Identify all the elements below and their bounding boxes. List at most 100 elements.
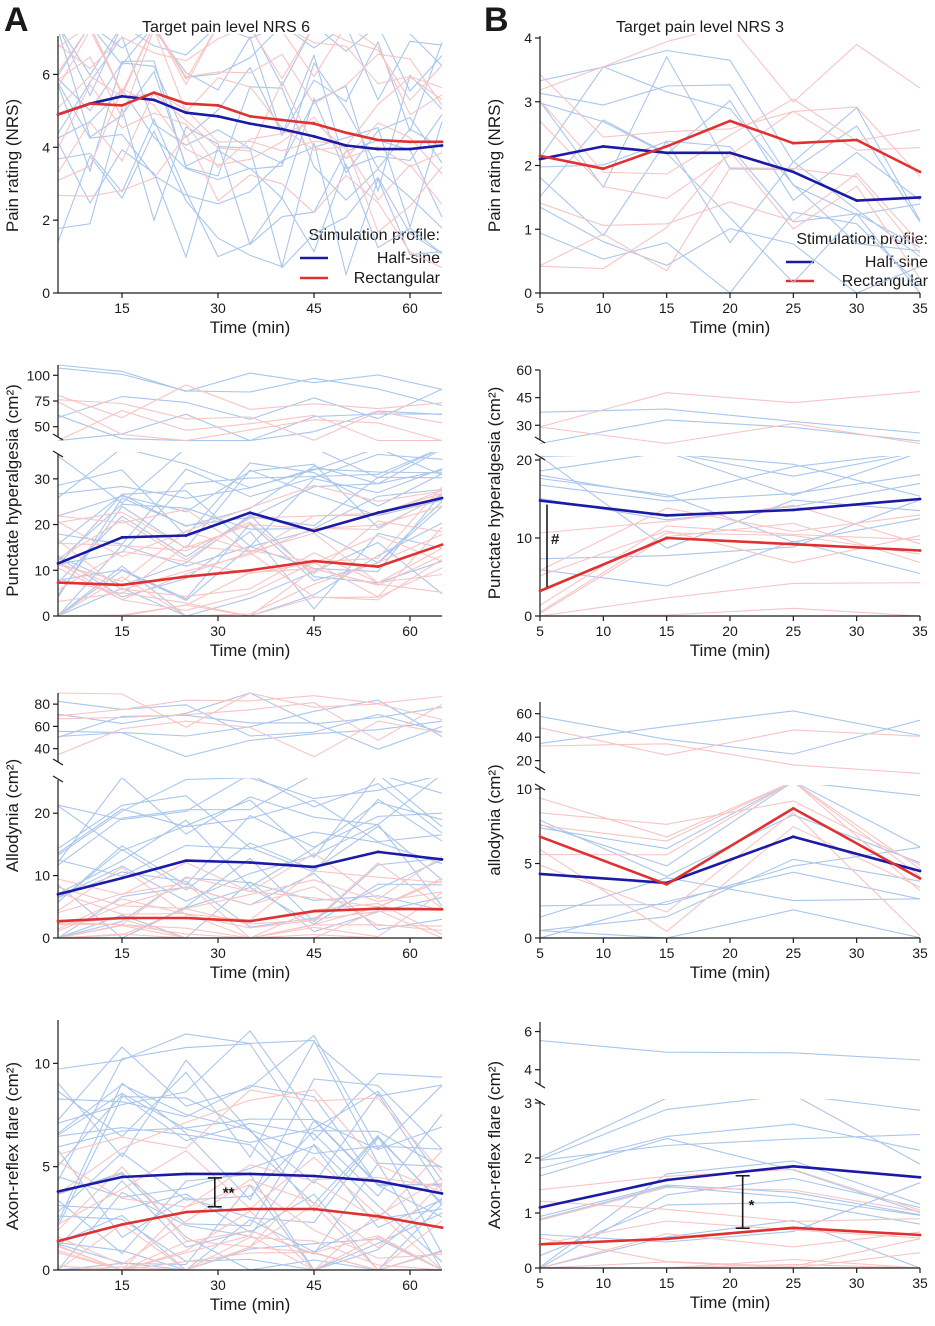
x-tick-label: 45	[306, 300, 322, 316]
upper-trace-rectangular	[57, 695, 443, 717]
individual-trace-rectangular	[540, 167, 921, 272]
individual-trace-half-sine	[540, 1099, 921, 1165]
mean-point-half-sine	[791, 170, 795, 174]
x-tick-label: 45	[306, 1277, 322, 1293]
individual-trace-rectangular	[540, 532, 921, 613]
mean-point-rectangular	[376, 138, 380, 142]
y-tick-label: 1	[524, 1205, 532, 1221]
individual-trace-half-sine	[540, 1177, 921, 1268]
x-tick-label: 60	[402, 623, 418, 639]
upper-trace-half-sine	[57, 388, 443, 420]
mean-point-half-sine	[120, 1175, 124, 1179]
individual-trace-half-sine	[58, 463, 443, 529]
individual-trace-half-sine	[58, 823, 443, 907]
y-axis-title: Punctate hyperalgesia (cm²)	[3, 384, 22, 597]
mean-point-rectangular	[440, 140, 444, 144]
mean-point-rectangular	[88, 102, 92, 105]
mean-point-half-sine	[538, 157, 542, 161]
mean-point-half-sine	[56, 1190, 60, 1193]
axis-break-mark	[534, 1081, 546, 1089]
mean-point-half-sine	[665, 513, 669, 517]
column-title-b: Target pain level NRS 3	[616, 19, 784, 36]
individual-trace-half-sine	[58, 1193, 442, 1270]
individual-trace-rectangular	[58, 552, 443, 597]
x-tick-label: 15	[659, 1275, 675, 1291]
individual-trace-rectangular	[58, 1089, 443, 1195]
mean-point-half-sine	[312, 1174, 316, 1178]
mean-point-rectangular	[376, 565, 380, 569]
individual-traces-b1	[540, 34, 921, 293]
individual-trace-half-sine	[58, 1059, 443, 1192]
individual-trace-half-sine	[58, 1130, 443, 1213]
mean-point-half-sine	[440, 496, 444, 500]
x-tick-label: 30	[210, 623, 226, 639]
upper-trace-rectangular	[539, 391, 921, 428]
individual-trace-rectangular	[58, 1210, 443, 1270]
x-tick-label: 15	[659, 300, 675, 316]
individual-trace-half-sine	[540, 1182, 921, 1243]
chart-b1: 0 1 2 3 4 5 10 15 20 25 30 35 Time (min) Pain rating …	[485, 30, 928, 337]
individual-trace-half-sine	[58, 530, 443, 610]
mean-line-half-sine	[539, 497, 921, 517]
mean-point-half-sine	[376, 511, 380, 515]
mean-point-half-sine	[184, 111, 188, 115]
mean-point-rectangular	[538, 1242, 542, 1246]
y-tick-label-upper: 30	[516, 417, 532, 433]
mean-point-half-sine	[791, 1164, 795, 1168]
mean-point-rectangular	[152, 91, 156, 95]
x-tick-label: 30	[849, 945, 865, 961]
individual-trace-half-sine	[58, 468, 443, 499]
individual-trace-rectangular	[540, 1258, 921, 1268]
significance-label: **	[223, 1184, 235, 1201]
mean-point-rectangular	[120, 583, 124, 587]
individual-traces-b2	[540, 456, 921, 616]
individual-trace-rectangular	[540, 1186, 921, 1221]
individual-trace-half-sine	[540, 1137, 921, 1214]
individual-trace-rectangular	[58, 555, 443, 616]
axis-break-mark	[534, 766, 546, 774]
individual-trace-half-sine	[540, 456, 892, 498]
individual-trace-half-sine	[540, 1201, 921, 1257]
individual-trace-rectangular	[58, 1178, 443, 1266]
legend-a-rectangular-label: Rectangular	[354, 270, 441, 287]
individual-trace-half-sine	[58, 825, 443, 903]
y-tick-label: 0	[524, 608, 532, 624]
individual-trace-half-sine	[58, 452, 438, 545]
mean-point-half-sine	[184, 859, 188, 863]
upper-traces-a2	[57, 364, 443, 442]
individual-trace-half-sine	[540, 456, 921, 497]
y-tick-label: 2	[524, 1150, 532, 1166]
individual-trace-rectangular	[540, 582, 921, 616]
individual-trace-half-sine	[540, 1123, 921, 1169]
mean-point-rectangular	[376, 907, 380, 911]
mean-point-rectangular	[312, 559, 316, 563]
y-tick-label: 30	[34, 471, 50, 487]
individual-trace-half-sine	[58, 452, 443, 499]
x-tick-label: 10	[596, 1275, 612, 1291]
y-tick-label-upper: 20	[516, 753, 532, 769]
upper-trace-rectangular	[57, 410, 442, 442]
x-tick-label: 20	[722, 300, 738, 316]
mean-point-rectangular	[120, 1223, 124, 1226]
individual-trace-rectangular	[540, 1220, 921, 1245]
individual-trace-half-sine	[58, 778, 443, 859]
mean-point-half-sine	[312, 134, 316, 138]
upper-trace-rectangular	[539, 727, 921, 756]
mean-point-rectangular	[728, 119, 732, 123]
individual-trace-half-sine	[58, 106, 443, 246]
mean-point-rectangular	[184, 102, 188, 105]
mean-point-half-sine	[918, 497, 922, 501]
individual-trace-half-sine	[540, 1099, 921, 1161]
individual-trace-rectangular	[58, 520, 443, 575]
significance-label: #	[551, 531, 560, 548]
mean-point-half-sine	[56, 892, 60, 896]
x-axis-title: Time (min)	[210, 318, 291, 337]
y-tick-label: 2	[524, 158, 532, 174]
mean-point-rectangular	[312, 909, 316, 913]
y-tick-label: 20	[516, 452, 532, 468]
mean-line-half-sine	[539, 145, 921, 202]
individual-trace-half-sine	[540, 206, 921, 293]
individual-trace-half-sine	[540, 99, 921, 202]
individual-trace-rectangular	[58, 486, 443, 583]
